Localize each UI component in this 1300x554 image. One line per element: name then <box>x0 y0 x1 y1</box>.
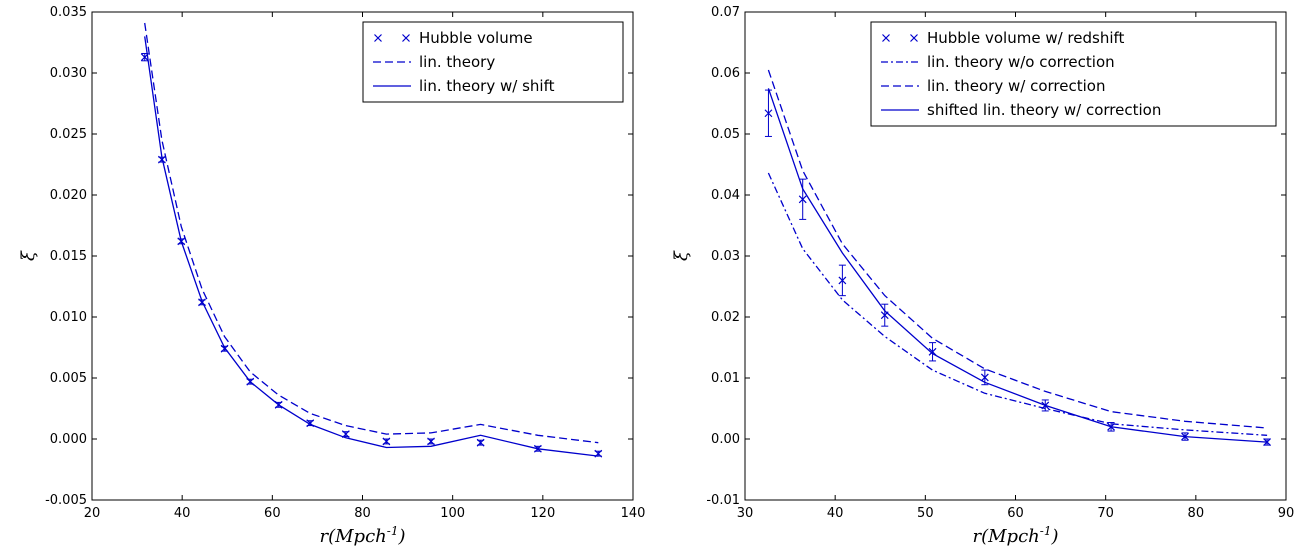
legend-marker <box>402 34 410 42</box>
series-line <box>144 36 599 457</box>
y-tick-label: 0.03 <box>711 249 740 264</box>
legend-label: lin. theory w/ correction <box>927 77 1105 95</box>
x-tick-label: 100 <box>440 506 465 521</box>
y-tick-label: 0.005 <box>50 371 87 386</box>
legend-label: shifted lin. theory w/ correction <box>927 101 1161 119</box>
x-tick-label: 30 <box>737 506 754 521</box>
chart-1: -0.005 0.000 0.005 0.010 0.015 0.020 0.025 0.03… <box>18 5 645 547</box>
x-tick-label: 60 <box>1007 506 1024 521</box>
legend-label: lin. theory <box>419 53 495 71</box>
y-tick-label: 0.025 <box>50 127 87 142</box>
series-line <box>767 172 1268 436</box>
y-tick-label: -0.005 <box>45 493 87 508</box>
y-tick-label: 0.06 <box>711 66 740 81</box>
legend-label: lin. theory w/ shift <box>419 77 555 95</box>
y-tick-label: 0.02 <box>711 310 740 325</box>
legend-marker <box>910 34 918 42</box>
plot-area <box>140 22 603 458</box>
data-point <box>928 347 937 356</box>
legend-label: lin. theory w/o correction <box>927 53 1115 71</box>
legend-label: Hubble volume w/ redshift <box>927 29 1125 47</box>
plot-area <box>764 69 1271 446</box>
x-tick-label: 40 <box>827 506 844 521</box>
y-tick-label: 0.07 <box>711 5 740 20</box>
legend-box <box>870 21 1277 127</box>
plot-frame <box>91 11 634 501</box>
y-tick-label: 0.020 <box>50 188 87 203</box>
y-axis-label: ξ <box>671 250 692 261</box>
data-point <box>764 109 773 118</box>
y-tick-label: 0.015 <box>50 249 87 264</box>
x-tick-label: 80 <box>1188 506 1205 521</box>
y-tick-label: 0.04 <box>711 188 740 203</box>
data-point <box>427 437 435 446</box>
x-tick-label: 120 <box>530 506 555 521</box>
x-tick-label: 50 <box>917 506 934 521</box>
y-tick-label: -0.01 <box>706 493 740 508</box>
y-tick-label: 0.000 <box>50 432 87 447</box>
chart-2: -0.01 0.00 0.01 0.02 0.03 0.04 0.05 0.06 0.07 30 4… <box>671 5 1294 547</box>
data-point <box>476 438 485 447</box>
legend: Hubble volume w/ redshift lin. theory w/o… <box>870 21 1277 127</box>
y-tick-label: 0.05 <box>711 127 740 142</box>
y-tick-label: 0.01 <box>711 371 740 386</box>
legend-label: Hubble volume <box>419 29 533 47</box>
legend-box <box>362 21 624 103</box>
x-axis-label: r(Mpch-1) <box>973 524 1059 547</box>
series-line <box>767 69 1268 429</box>
x-axis-label: r(Mpch-1) <box>320 524 406 547</box>
x-tick-label: 80 <box>354 506 371 521</box>
series-line <box>767 88 1268 443</box>
y-tick-label: 0.010 <box>50 310 87 325</box>
x-tick-label: 60 <box>264 506 281 521</box>
plot-frame <box>744 11 1287 501</box>
x-tick-label: 40 <box>174 506 191 521</box>
data-point <box>980 373 989 382</box>
legend-marker <box>882 34 890 42</box>
x-tick-label: 140 <box>621 506 646 521</box>
x-tick-label: 90 <box>1278 506 1295 521</box>
data-point <box>838 276 847 285</box>
y-tick-label: 0.035 <box>50 5 87 20</box>
y-tick-label: 0.00 <box>711 432 740 447</box>
legend-marker <box>374 34 382 42</box>
y-axis-label: ξ <box>18 250 39 261</box>
y-tick-label: 0.030 <box>50 66 87 81</box>
x-tick-label: 70 <box>1097 506 1114 521</box>
data-point <box>382 437 391 446</box>
x-tick-label: 20 <box>84 506 101 521</box>
data-point <box>798 195 807 204</box>
series-line <box>144 22 599 444</box>
legend: Hubble volume lin. theory lin. theory w/ s… <box>362 21 624 103</box>
